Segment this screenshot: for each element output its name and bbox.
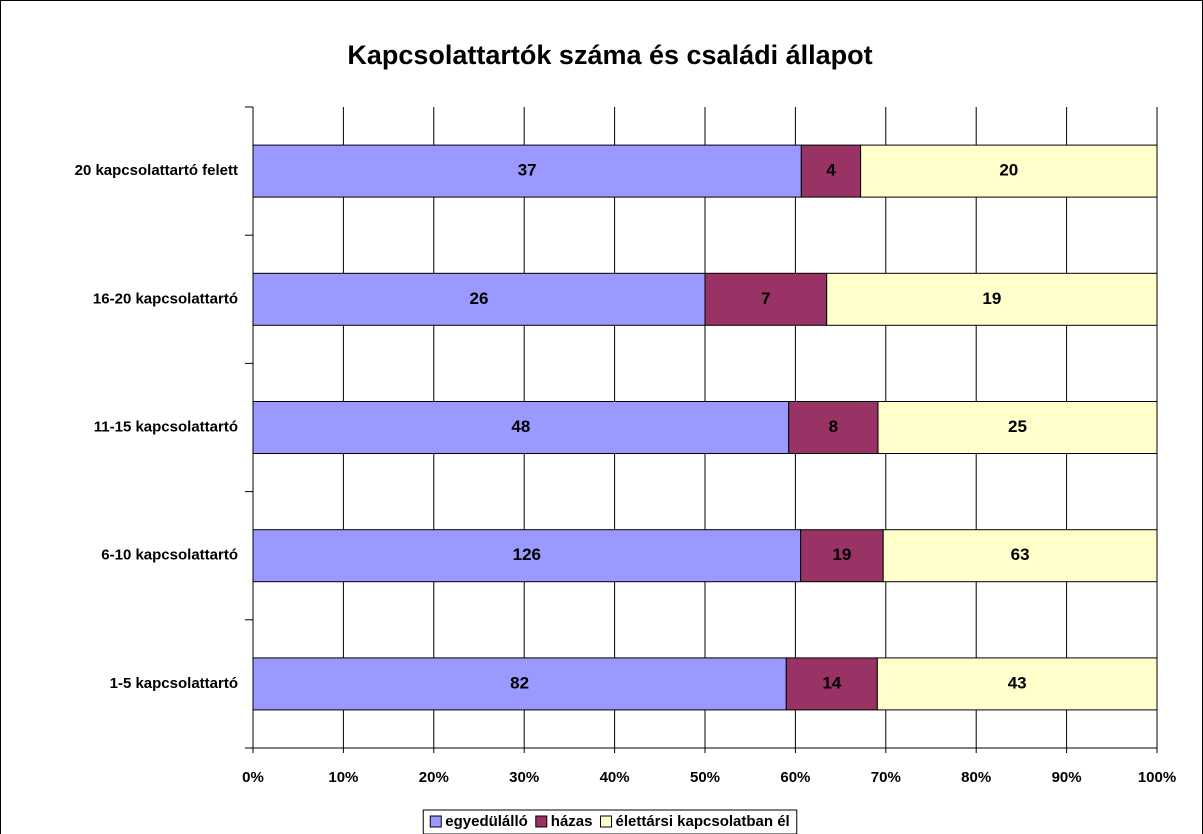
- bar-segment: [800, 144, 862, 198]
- legend-swatch: [535, 815, 548, 828]
- x-tick-label: 0%: [242, 769, 264, 786]
- bar-segment: [826, 272, 1158, 326]
- y-tick-label: 20 kapcsolattartó felett: [75, 162, 238, 179]
- bar-segment: [882, 529, 1158, 583]
- value-label: 7: [761, 289, 770, 308]
- x-tick-label: 70%: [871, 769, 901, 786]
- y-tick-label: 11-15 kapcsolattartó: [94, 418, 238, 435]
- bar-segment: [876, 657, 1158, 711]
- value-label: 48: [511, 417, 530, 436]
- value-label: 37: [518, 161, 537, 180]
- value-label: 126: [513, 545, 541, 564]
- value-label: 25: [1008, 417, 1027, 436]
- bar-segment: [788, 401, 879, 454]
- value-label: 82: [510, 673, 529, 692]
- y-tick-label: 16-20 kapcsolattartó: [93, 290, 238, 307]
- x-tick-label: 50%: [690, 769, 720, 786]
- value-label: 8: [829, 417, 838, 436]
- bar-segment: [704, 272, 828, 326]
- x-tick-label: 30%: [509, 769, 539, 786]
- bar-segment: [252, 529, 802, 583]
- bar-segment: [252, 144, 802, 198]
- x-tick-label: 90%: [1052, 769, 1082, 786]
- bar-segment: [252, 657, 787, 711]
- y-tick-label: 1-5 kapcsolattartó: [110, 675, 238, 692]
- legend-label: házas: [551, 813, 593, 830]
- x-tick-label: 10%: [328, 769, 358, 786]
- legend-swatch: [429, 815, 442, 828]
- bar-segment: [877, 401, 1158, 454]
- value-label: 19: [832, 545, 851, 564]
- x-tick-label: 40%: [600, 769, 630, 786]
- legend-label: egyedülálló: [445, 813, 528, 830]
- value-label: 4: [826, 161, 836, 180]
- x-tick-label: 20%: [419, 769, 449, 786]
- bar-segment: [252, 401, 790, 454]
- value-label: 14: [822, 673, 841, 692]
- x-tick-label: 80%: [961, 769, 991, 786]
- value-label: 19: [982, 289, 1001, 308]
- bar-segment: [800, 529, 884, 583]
- bar-segment: [860, 144, 1158, 198]
- value-label: 20: [999, 161, 1018, 180]
- value-label: 43: [1008, 673, 1027, 692]
- y-tick-label: 6-10 kapcsolattartó: [101, 547, 238, 564]
- value-label: 63: [1011, 545, 1030, 564]
- x-tick-label: 60%: [780, 769, 810, 786]
- bar-segment: [785, 657, 878, 711]
- value-label: 26: [470, 289, 489, 308]
- legend-swatch: [599, 815, 612, 828]
- legend-label: élettársi kapcsolatban él: [615, 813, 789, 830]
- x-tick-label: 100%: [1138, 769, 1176, 786]
- chart-title: Kapcsolattartók száma és családi állapot: [347, 40, 872, 70]
